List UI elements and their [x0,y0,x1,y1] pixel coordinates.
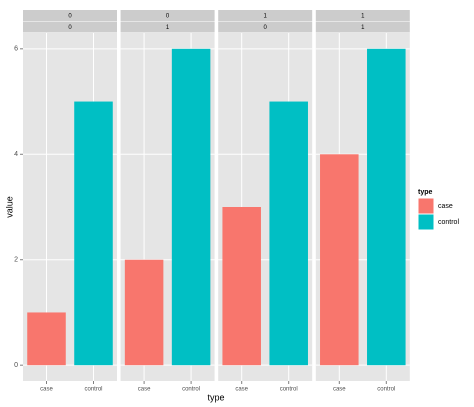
bar [222,207,261,366]
strip-background [23,10,117,21]
bar [320,154,359,366]
strip-label: 0 [264,25,268,31]
strip-background [315,10,410,21]
legend-label: case [438,203,453,210]
y-tick-label: 6 [14,46,18,53]
legend-swatch [418,198,434,214]
strip-label: 0 [166,13,170,19]
x-tick-label: control [84,387,102,393]
bar [171,48,211,366]
legend-swatch [418,214,434,230]
x-tick-label: control [182,387,200,393]
x-tick-label: control [280,387,298,393]
x-tick-label: control [377,387,395,393]
x-tick-label: case [40,387,53,393]
bar [269,101,308,366]
strip-background [315,21,410,33]
y-tick-label: 2 [14,257,18,264]
x-tick-label: case [235,387,248,393]
legend-title: type [418,189,433,196]
x-axis-title: type [207,392,224,402]
strip-label: 0 [68,13,72,19]
strip-label: 1 [361,13,365,19]
bar [74,101,113,366]
bar [124,259,164,366]
strip-background [218,21,313,33]
strip-background [120,10,215,21]
strip-label: 1 [361,25,365,31]
legend-label: control [438,219,459,226]
strip-label: 1 [166,25,170,31]
strip-background [120,21,215,33]
strip-background [218,10,313,21]
x-tick-label: case [333,387,346,393]
bar [27,312,66,366]
strip-label: 1 [264,13,268,19]
x-tick-label: case [138,387,151,393]
bar [367,48,406,366]
y-tick-label: 0 [14,362,18,369]
strip-label: 0 [68,25,72,31]
y-axis-title: value [4,196,14,218]
y-tick-label: 4 [14,151,18,158]
strip-background [23,21,117,33]
